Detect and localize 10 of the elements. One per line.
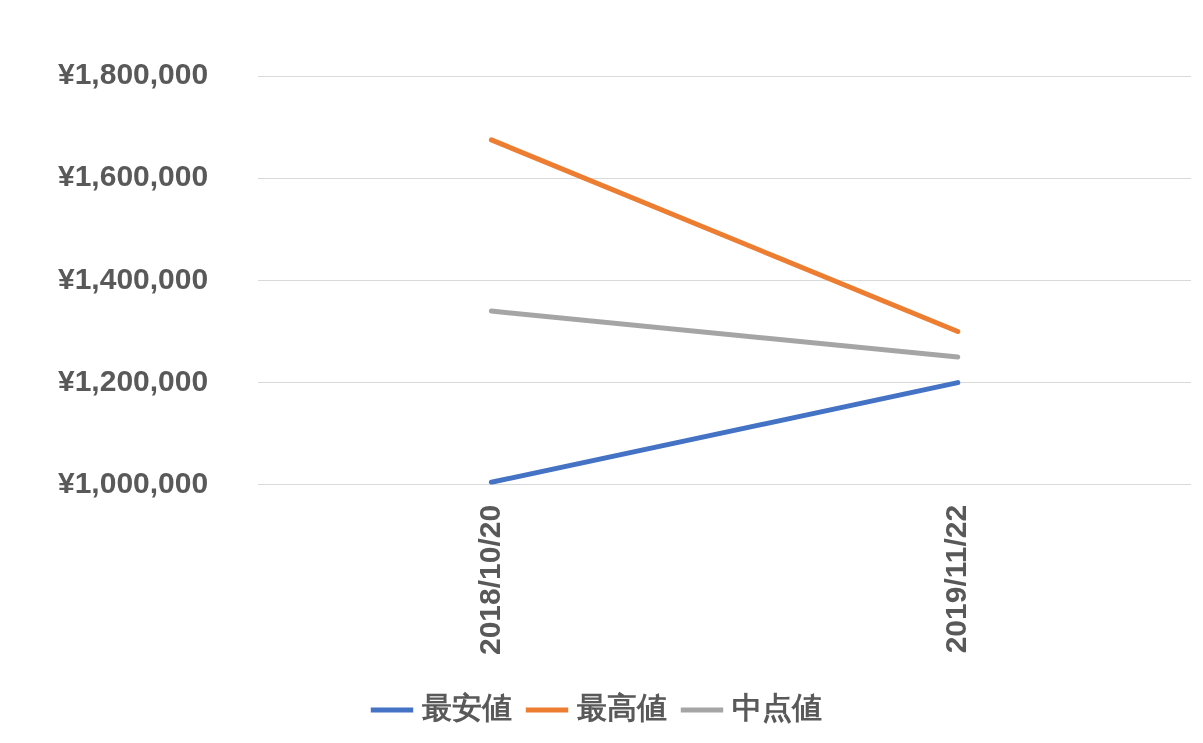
y-tick-label: ¥1,400,000 [57,261,209,295]
legend-label: 最高値 [577,691,667,725]
legend-label: 最安値 [422,691,512,725]
x-tick-label: 2019/11/22 [939,504,973,654]
y-tick-label: ¥1,800,000 [57,57,209,91]
y-tick-label: ¥1,200,000 [57,363,209,397]
x-tick-label: 2018/10/20 [472,504,506,656]
legend-label: 中点値 [732,691,822,725]
y-tick-label: ¥1,600,000 [57,159,209,193]
y-tick-label: ¥1,000,000 [57,466,209,500]
